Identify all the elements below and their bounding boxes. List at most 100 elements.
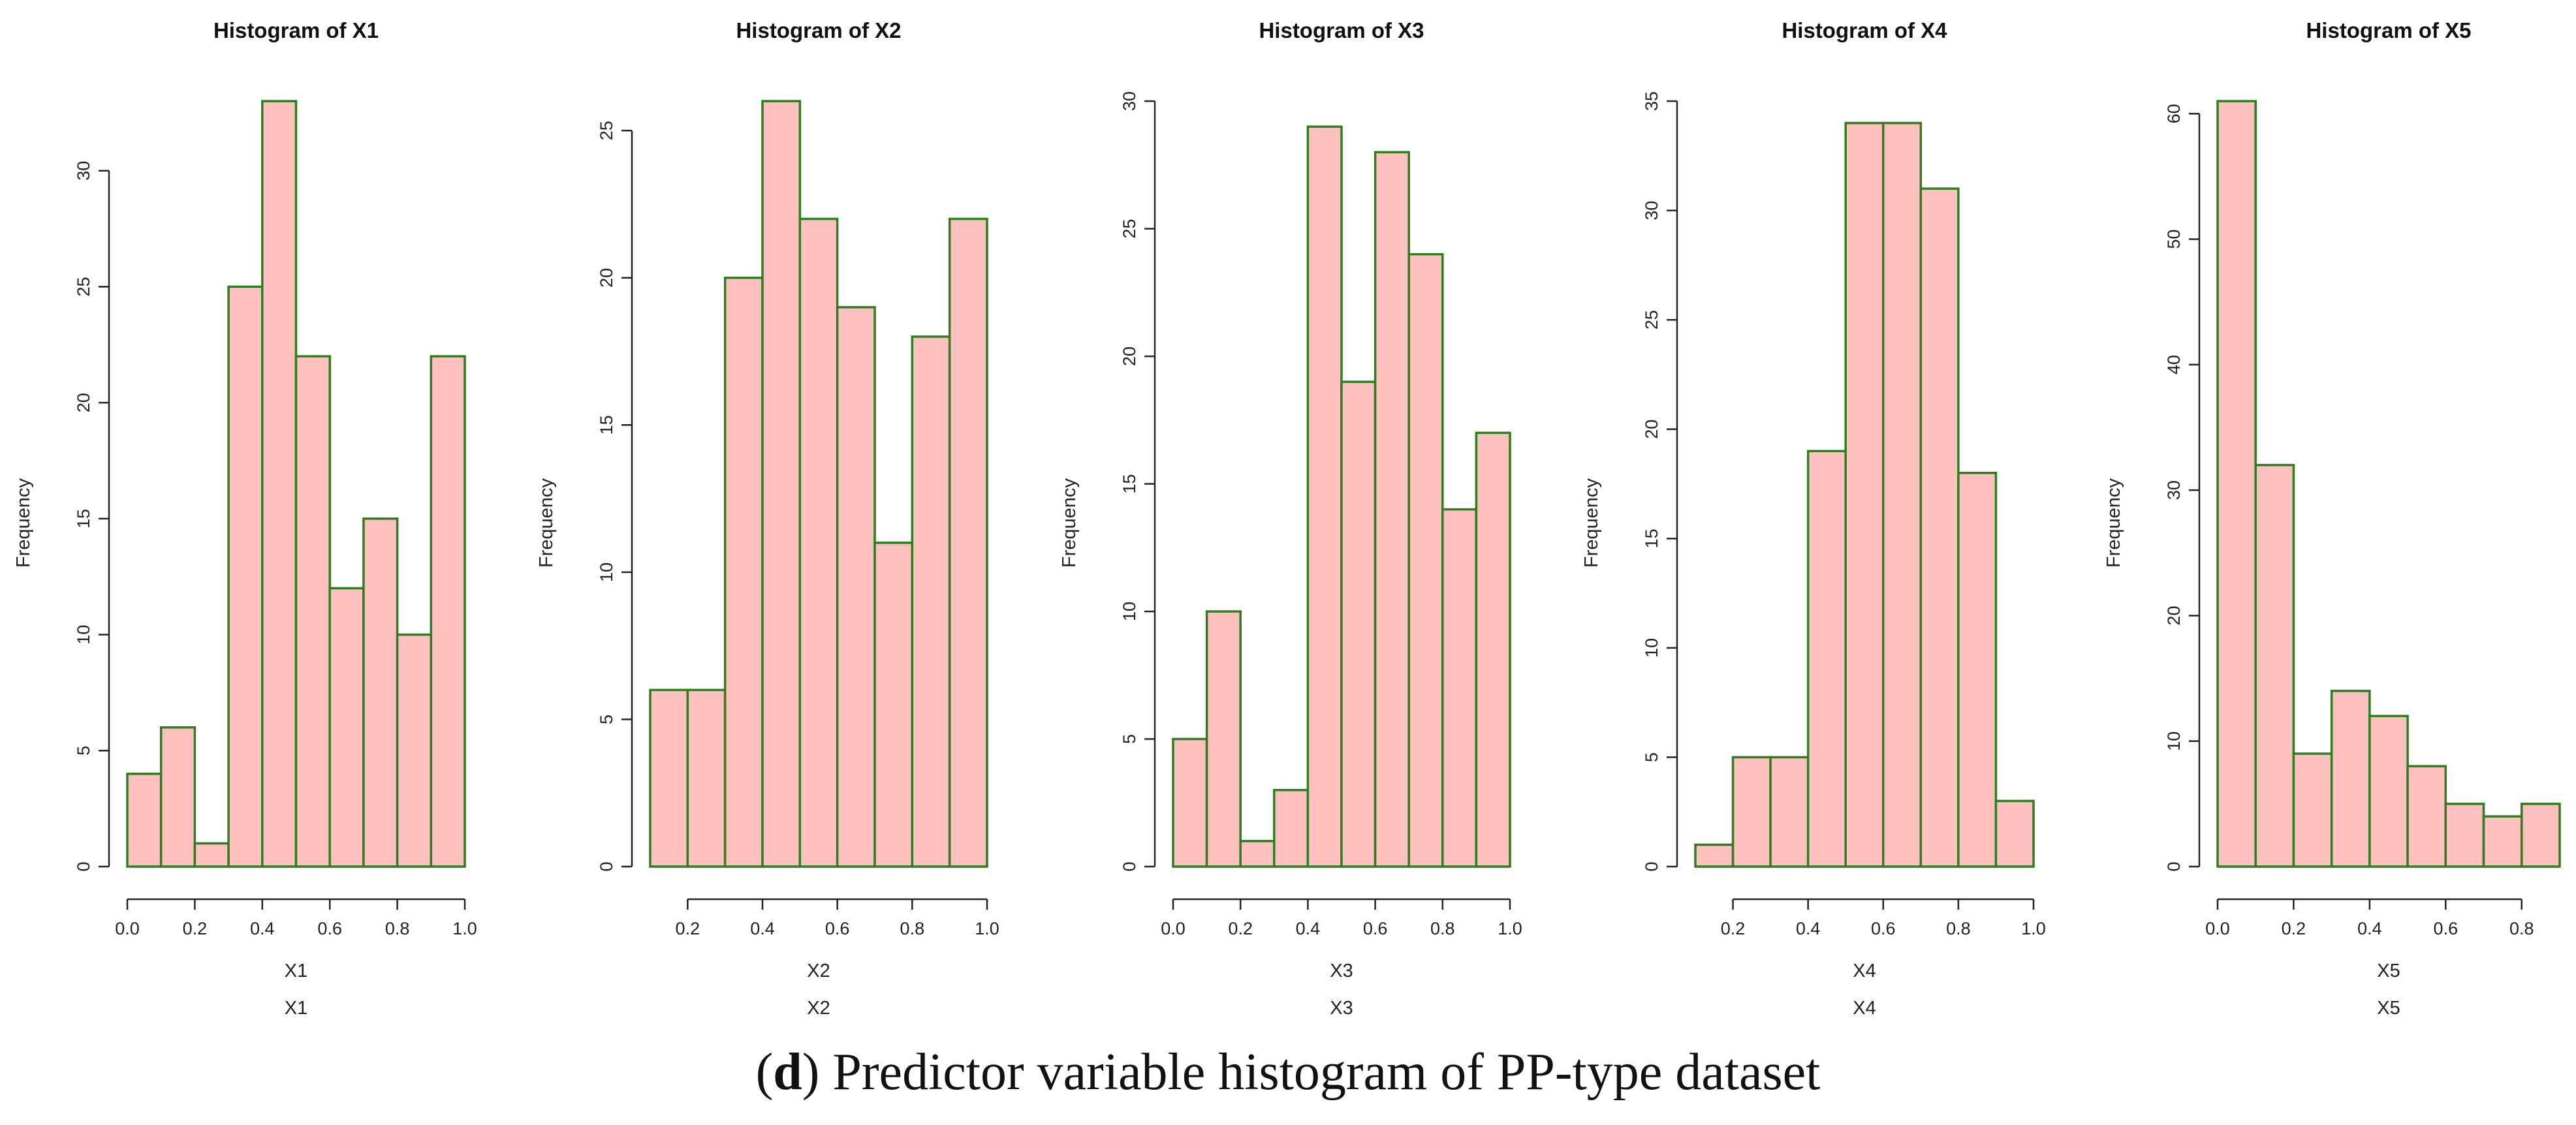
caption-open-paren: ( bbox=[755, 1043, 774, 1101]
figure-caption: (d) Predictor variable histogram of PP-t… bbox=[0, 1043, 2576, 1102]
histogram-bar bbox=[1475, 431, 1511, 868]
histogram-bar bbox=[294, 355, 331, 868]
histogram-bar bbox=[686, 688, 727, 868]
x-axis-label: X5 bbox=[2377, 961, 2400, 981]
x-tick-label: 0.8 bbox=[2509, 919, 2534, 938]
x-axis-label: X1 bbox=[285, 961, 307, 981]
y-tick-label: 30 bbox=[1642, 201, 1661, 221]
histogram-bar bbox=[911, 335, 951, 868]
x-tick-label: 0.2 bbox=[2282, 919, 2306, 938]
histogram-bar bbox=[1882, 121, 1923, 868]
caption-close-paren: ) bbox=[802, 1043, 820, 1101]
histogram-bar bbox=[873, 541, 914, 868]
x-tick-label: 0.4 bbox=[1296, 919, 1321, 938]
y-axis-label: Frequency bbox=[2103, 478, 2124, 568]
histogram-bar bbox=[1172, 737, 1208, 868]
x-axis-sublabel: X5 bbox=[2377, 998, 2400, 1019]
x-tick-label: 0.4 bbox=[1796, 919, 1821, 938]
histogram-bar bbox=[1694, 843, 1735, 868]
histogram-bar bbox=[396, 633, 433, 868]
histogram-panel-x5: Histogram of X5 0 10 20 30 40 50 60 Frequency 0.0… bbox=[2103, 18, 2561, 1019]
caption-label: d bbox=[773, 1043, 802, 1101]
histogram-bar bbox=[1374, 151, 1410, 868]
y-tick-label: 10 bbox=[74, 625, 93, 645]
chart-title: Histogram of X4 bbox=[1782, 18, 1947, 42]
y-tick-label: 10 bbox=[1642, 638, 1661, 658]
y-tick-label: 0 bbox=[1120, 861, 1139, 871]
y-tick-label: 10 bbox=[597, 562, 616, 582]
x-tick-label: 0.0 bbox=[115, 919, 140, 938]
chart-title: Histogram of X5 bbox=[2306, 18, 2471, 42]
histogram-bar bbox=[836, 306, 876, 868]
y-tick-label: 25 bbox=[1120, 219, 1139, 238]
x-tick-label: 0.8 bbox=[1430, 919, 1455, 938]
y-tick-label: 5 bbox=[74, 746, 93, 756]
histogram-bar bbox=[2406, 765, 2447, 868]
histogram-bar bbox=[2482, 815, 2523, 868]
x-tick-label: 1.0 bbox=[2021, 919, 2046, 938]
y-tick-label: 35 bbox=[1642, 91, 1661, 111]
y-axis-label: Frequency bbox=[536, 478, 557, 568]
histogram-bar bbox=[430, 355, 466, 868]
y-tick-label: 0 bbox=[1642, 861, 1661, 871]
histogram-bar bbox=[2254, 463, 2295, 868]
y-tick-label: 25 bbox=[74, 277, 93, 296]
x-tick-label: 0.2 bbox=[1228, 919, 1253, 938]
x-tick-label: 0.8 bbox=[900, 919, 925, 938]
histogram-bar bbox=[1340, 380, 1377, 868]
y-tick-label: 30 bbox=[1120, 91, 1139, 111]
histogram-bar bbox=[1306, 125, 1343, 868]
x-tick-label: 0.6 bbox=[2434, 919, 2458, 938]
histogram-bar bbox=[761, 100, 802, 868]
y-tick-label: 30 bbox=[2164, 480, 2184, 500]
x-tick-label: 0.2 bbox=[676, 919, 700, 938]
y-axis-label: Frequency bbox=[1059, 478, 1080, 568]
histogram-bar bbox=[1957, 471, 1998, 868]
y-tick-label: 5 bbox=[597, 715, 616, 724]
histogram-bar bbox=[1769, 756, 1810, 868]
x-tick-label: 0.6 bbox=[317, 919, 342, 938]
y-axis-label: Frequency bbox=[13, 478, 34, 568]
y-tick-label: 15 bbox=[1642, 529, 1661, 548]
caption-text: Predictor variable histogram of PP-type … bbox=[819, 1043, 1821, 1101]
x-tick-label: 0.6 bbox=[825, 919, 850, 938]
x-axis-sublabel: X2 bbox=[807, 998, 830, 1019]
x-tick-label: 0.4 bbox=[2357, 919, 2382, 938]
histogram-bar bbox=[193, 842, 230, 868]
x-axis-sublabel: X1 bbox=[285, 998, 307, 1019]
chart-title: Histogram of X3 bbox=[1259, 18, 1424, 42]
histogram-bar bbox=[126, 773, 163, 868]
y-tick-label: 60 bbox=[2164, 104, 2184, 123]
histogram-bar bbox=[2444, 803, 2485, 868]
histogram-bar bbox=[948, 217, 988, 868]
y-axis-label: Frequency bbox=[1581, 478, 1602, 568]
y-tick-label: 20 bbox=[597, 268, 616, 288]
histogram-panel-x3: Histogram of X3 0 5 10 15 20 25 30 Frequency 0.0 0… bbox=[1059, 18, 1522, 1019]
histogram-bar bbox=[1731, 756, 1772, 868]
histogram-bar bbox=[2330, 690, 2371, 868]
y-tick-label: 10 bbox=[1120, 602, 1139, 621]
x-tick-label: 0.4 bbox=[250, 919, 275, 938]
y-tick-label: 15 bbox=[74, 509, 93, 529]
x-tick-label: 0.4 bbox=[750, 919, 775, 938]
x-axis-label: X2 bbox=[807, 961, 830, 981]
y-tick-label: 20 bbox=[74, 393, 93, 412]
chart-title: Histogram of X2 bbox=[736, 18, 901, 42]
histogram-bar bbox=[1205, 610, 1242, 868]
x-tick-label: 0.0 bbox=[2205, 919, 2230, 938]
histogram-bar bbox=[649, 688, 689, 868]
y-tick-label: 50 bbox=[2164, 230, 2184, 249]
y-tick-label: 0 bbox=[74, 861, 93, 871]
y-tick-label: 20 bbox=[1120, 347, 1139, 366]
x-tick-label: 0.8 bbox=[1946, 919, 1971, 938]
histogram-bar bbox=[227, 285, 264, 868]
histogram-bar bbox=[1994, 799, 2035, 868]
y-tick-label: 5 bbox=[1120, 734, 1139, 744]
x-axis-sublabel: X4 bbox=[1853, 998, 1876, 1019]
x-tick-label: 0.6 bbox=[1363, 919, 1388, 938]
x-axis-label: X4 bbox=[1853, 961, 1876, 981]
x-tick-label: 0.6 bbox=[1871, 919, 1896, 938]
x-tick-label: 1.0 bbox=[975, 919, 999, 938]
histogram-panel-x2: Histogram of X2 0 5 10 15 20 25 Frequency 0.2 0.4… bbox=[536, 18, 999, 1019]
